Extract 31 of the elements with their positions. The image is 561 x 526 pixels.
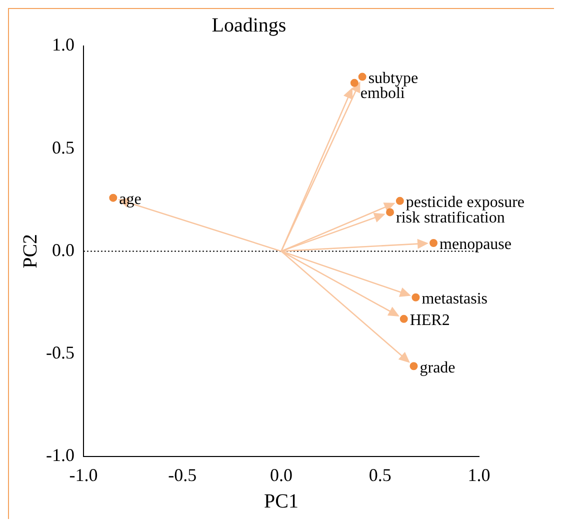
- point: [412, 293, 420, 302]
- y-tick-label: 1.0: [52, 34, 74, 55]
- series-label: pesticide exposure: [406, 194, 525, 212]
- point: [386, 208, 394, 216]
- x-axis-title: PC1: [264, 490, 298, 512]
- x-tick-label: -1.0: [69, 464, 98, 485]
- x-tick-label: 0.0: [270, 464, 292, 485]
- series-label: subtype: [368, 70, 418, 87]
- point: [410, 362, 418, 370]
- point: [350, 78, 358, 87]
- x-tick-label: -0.5: [168, 464, 197, 485]
- point: [430, 238, 438, 247]
- point: [358, 72, 366, 81]
- series-label: emboli: [360, 85, 406, 102]
- series-label: age: [119, 191, 142, 208]
- point: [400, 314, 408, 323]
- y-axis-title: PC2: [19, 234, 42, 268]
- x-tick-label: 0.5: [368, 464, 392, 485]
- x-tick-label: 1.0: [468, 464, 490, 485]
- series-label: metastasis: [422, 290, 488, 308]
- series-label: HER2: [410, 312, 450, 330]
- point: [396, 196, 404, 205]
- point: [109, 194, 118, 202]
- y-tick-label: -1.0: [46, 445, 74, 466]
- series-label: menopause: [440, 236, 512, 254]
- y-tick-label: 0.5: [52, 137, 74, 158]
- series-label: grade: [420, 359, 456, 376]
- chart-title: Loadings: [212, 14, 286, 36]
- series-label: risk stratification: [396, 209, 505, 226]
- y-tick-label: -0.5: [46, 342, 74, 363]
- y-tick-label: 0.0: [52, 240, 74, 260]
